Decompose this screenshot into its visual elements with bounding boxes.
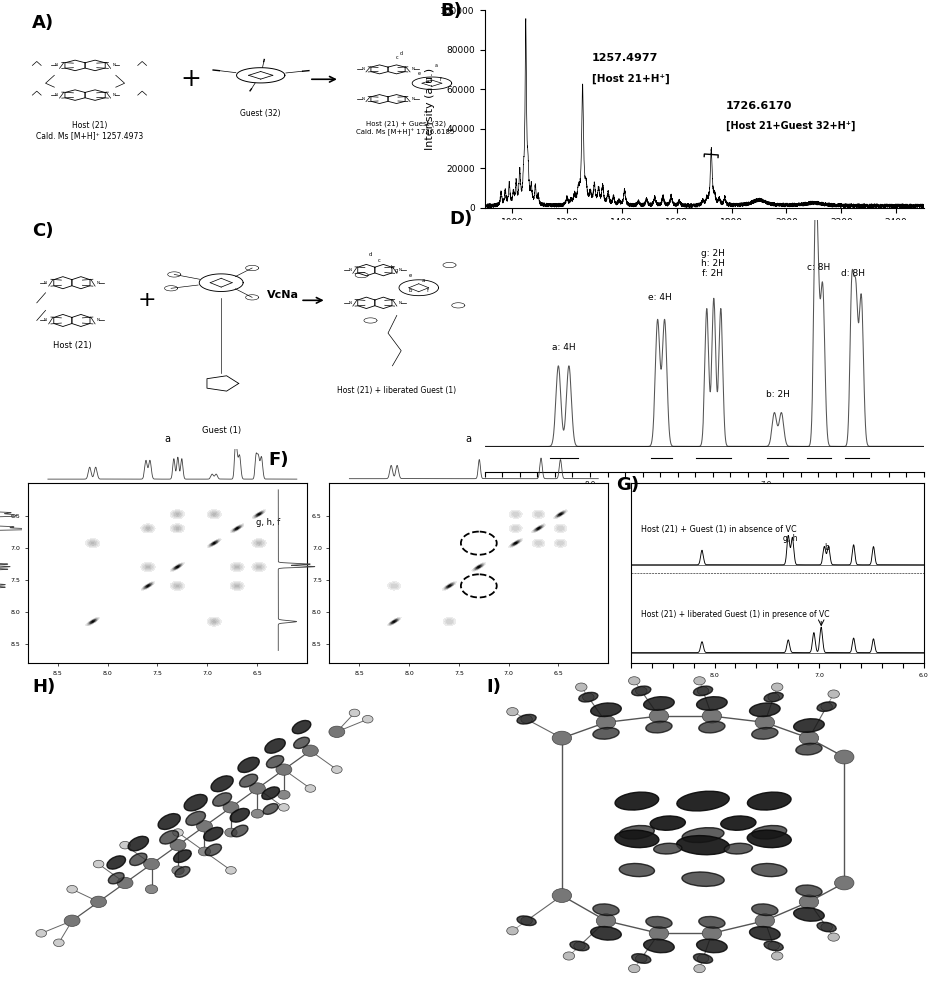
- Ellipse shape: [644, 697, 675, 710]
- Circle shape: [629, 964, 640, 973]
- Circle shape: [223, 802, 239, 813]
- Ellipse shape: [578, 692, 598, 702]
- Text: e: e: [417, 71, 420, 76]
- Text: f: f: [439, 77, 441, 82]
- Text: N: N: [348, 268, 351, 272]
- Ellipse shape: [747, 830, 791, 848]
- Y-axis label: Intensity (a.u.): Intensity (a.u.): [425, 68, 435, 150]
- Ellipse shape: [699, 916, 725, 928]
- Circle shape: [93, 860, 104, 868]
- Ellipse shape: [632, 686, 651, 696]
- Ellipse shape: [697, 939, 727, 953]
- Text: Guest (1): Guest (1): [202, 426, 241, 435]
- Circle shape: [582, 693, 594, 701]
- Ellipse shape: [697, 697, 727, 710]
- Circle shape: [67, 885, 77, 893]
- Circle shape: [251, 809, 264, 818]
- Circle shape: [144, 858, 160, 870]
- Text: c: 8H: c: 8H: [807, 263, 830, 272]
- Ellipse shape: [644, 939, 675, 953]
- Text: N: N: [398, 301, 401, 305]
- Ellipse shape: [174, 867, 190, 877]
- Circle shape: [574, 942, 585, 950]
- Ellipse shape: [128, 836, 148, 851]
- Text: N: N: [398, 268, 401, 272]
- Ellipse shape: [570, 941, 589, 951]
- Text: N: N: [112, 63, 115, 67]
- Ellipse shape: [794, 719, 824, 732]
- Text: N: N: [44, 318, 47, 322]
- Text: a: 4H: a: 4H: [551, 343, 576, 352]
- Circle shape: [276, 764, 292, 775]
- Text: N: N: [361, 97, 365, 101]
- Ellipse shape: [676, 791, 730, 811]
- Ellipse shape: [591, 703, 621, 717]
- Text: g: 2H
h: 2H
f: 2H: g: 2H h: 2H f: 2H: [701, 249, 725, 278]
- Circle shape: [576, 683, 587, 691]
- Ellipse shape: [752, 728, 778, 739]
- Circle shape: [118, 877, 133, 889]
- Text: b: b: [426, 79, 429, 84]
- Ellipse shape: [817, 702, 836, 711]
- Text: N: N: [97, 281, 100, 285]
- Text: Host (21) + Guest (1) in absence of VC: Host (21) + Guest (1) in absence of VC: [641, 525, 797, 534]
- Circle shape: [507, 927, 518, 935]
- Ellipse shape: [752, 904, 778, 916]
- Circle shape: [349, 709, 360, 717]
- Circle shape: [772, 952, 783, 960]
- Text: [Host 21+H⁺]: [Host 21+H⁺]: [592, 73, 669, 84]
- Ellipse shape: [240, 774, 258, 787]
- Ellipse shape: [654, 843, 682, 854]
- Ellipse shape: [620, 863, 654, 877]
- Circle shape: [119, 841, 131, 849]
- Circle shape: [800, 731, 818, 745]
- Text: I): I): [487, 678, 502, 696]
- Text: Host (21): Host (21): [52, 341, 91, 350]
- Text: g, h: g, h: [783, 534, 797, 543]
- Text: g: g: [395, 268, 398, 273]
- Ellipse shape: [632, 954, 651, 963]
- Ellipse shape: [211, 776, 233, 792]
- X-axis label: Mass (m/z): Mass (m/z): [670, 232, 738, 242]
- Text: d: d: [399, 51, 403, 56]
- Text: D): D): [450, 210, 473, 228]
- Ellipse shape: [174, 850, 191, 862]
- Text: Host (21) + Guest (32)
Cald. Ms [M+H]⁺ 1726.6185: Host (21) + Guest (32) Cald. Ms [M+H]⁺ 1…: [356, 121, 454, 136]
- Circle shape: [768, 693, 779, 701]
- Ellipse shape: [262, 787, 280, 800]
- Circle shape: [225, 828, 237, 837]
- Circle shape: [697, 687, 709, 695]
- Ellipse shape: [794, 908, 824, 921]
- Circle shape: [755, 715, 774, 729]
- Circle shape: [629, 677, 640, 685]
- Ellipse shape: [107, 856, 126, 869]
- Ellipse shape: [265, 739, 285, 753]
- Text: Guest (32): Guest (32): [241, 109, 281, 118]
- Circle shape: [649, 926, 669, 940]
- Circle shape: [146, 885, 158, 894]
- Circle shape: [768, 942, 779, 950]
- Text: 1257.4977: 1257.4977: [592, 53, 658, 63]
- Ellipse shape: [682, 828, 724, 843]
- Circle shape: [552, 889, 572, 902]
- Ellipse shape: [764, 692, 783, 702]
- Text: N: N: [97, 318, 100, 322]
- Ellipse shape: [693, 954, 713, 963]
- Ellipse shape: [721, 816, 756, 830]
- Ellipse shape: [646, 916, 672, 928]
- Circle shape: [173, 829, 183, 836]
- Text: Host (21)
Cald. Ms [M+H]⁺ 1257.4973: Host (21) Cald. Ms [M+H]⁺ 1257.4973: [35, 121, 143, 140]
- Ellipse shape: [186, 811, 205, 825]
- Text: b: b: [409, 288, 411, 293]
- Ellipse shape: [615, 830, 659, 848]
- Text: C): C): [33, 222, 54, 240]
- Circle shape: [362, 715, 373, 723]
- Circle shape: [91, 896, 106, 908]
- Text: +: +: [137, 290, 156, 310]
- Text: g, h, f: g, h, f: [256, 518, 280, 527]
- Circle shape: [36, 930, 47, 937]
- Ellipse shape: [699, 721, 725, 733]
- Ellipse shape: [213, 793, 231, 806]
- Circle shape: [329, 726, 345, 737]
- Text: N: N: [411, 97, 414, 101]
